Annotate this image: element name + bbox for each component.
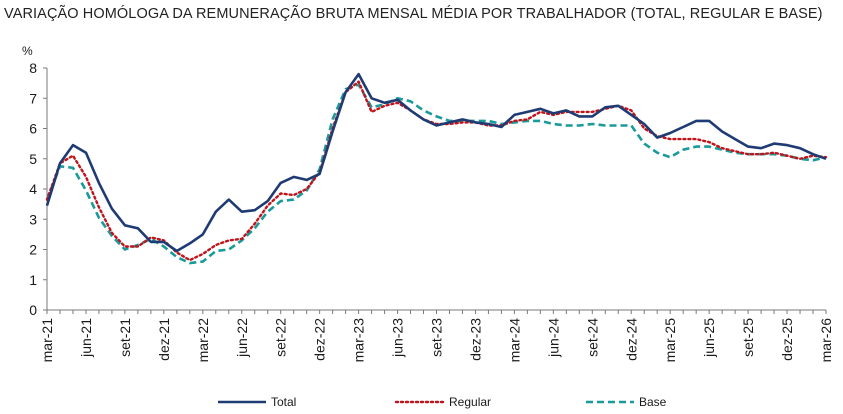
x-tick-label: dez-24 xyxy=(623,318,639,361)
y-tick-label: 1 xyxy=(29,272,37,288)
x-tick-label: dez-23 xyxy=(467,318,483,361)
x-tick-label: mar-23 xyxy=(351,318,367,363)
x-tick-label: jun-25 xyxy=(701,318,717,358)
y-tick-label: 6 xyxy=(29,121,37,137)
y-tick-label: 0 xyxy=(29,302,37,318)
x-tick-label: dez-25 xyxy=(779,318,795,361)
legend-label: Base xyxy=(639,395,667,409)
y-tick-label: 3 xyxy=(29,211,37,227)
x-tick-label: set-22 xyxy=(273,318,289,357)
y-tick-label: 4 xyxy=(29,181,37,197)
x-tick-label: dez-21 xyxy=(156,318,172,361)
x-tick-label: mar-24 xyxy=(506,318,522,363)
x-tick-label: set-25 xyxy=(740,318,756,357)
legend-item-total: Total xyxy=(218,395,296,409)
series-lines xyxy=(45,72,828,265)
x-tick-label: mar-21 xyxy=(39,318,55,363)
x-tick-label: mar-25 xyxy=(662,318,678,363)
series-line-regular xyxy=(45,80,828,262)
x-tick-label: set-24 xyxy=(584,318,600,357)
x-tick-label: jun-24 xyxy=(545,318,561,358)
x-tick-label: jun-21 xyxy=(78,318,94,358)
chart-title: VARIAÇÃO HOMÓLOGA DA REMUNERAÇÃO BRUTA M… xyxy=(4,6,823,22)
x-tick-label: jun-22 xyxy=(234,318,250,358)
legend: Total Regular Base xyxy=(218,395,667,409)
legend-label: Regular xyxy=(449,395,491,409)
x-axis-ticks: mar-21 jun-21 set-21 dez-21 mar-22 jun-22 set-… xyxy=(39,310,834,362)
x-tick-label: jun-23 xyxy=(390,318,406,358)
series-line-base xyxy=(45,83,827,265)
legend-label: Total xyxy=(271,395,296,409)
x-tick-label: mar-22 xyxy=(195,318,211,363)
x-tick-label: mar-26 xyxy=(818,318,834,363)
y-tick-label: 2 xyxy=(29,242,37,258)
y-tick-label: 7 xyxy=(29,90,37,106)
x-tick-label: set-23 xyxy=(429,318,445,357)
y-tick-label: 8 xyxy=(29,60,37,76)
x-tick-label: dez-22 xyxy=(312,318,328,361)
series-line-total xyxy=(45,72,827,253)
y-axis-unit-label: % xyxy=(22,44,33,58)
y-tick-label: 5 xyxy=(29,151,37,167)
x-tick-label: set-21 xyxy=(117,318,133,357)
legend-item-base: Base xyxy=(586,395,667,409)
axes xyxy=(46,68,826,311)
y-axis-ticks: 0 1 2 3 4 5 6 7 8 xyxy=(29,60,47,318)
legend-item-regular: Regular xyxy=(394,395,491,409)
